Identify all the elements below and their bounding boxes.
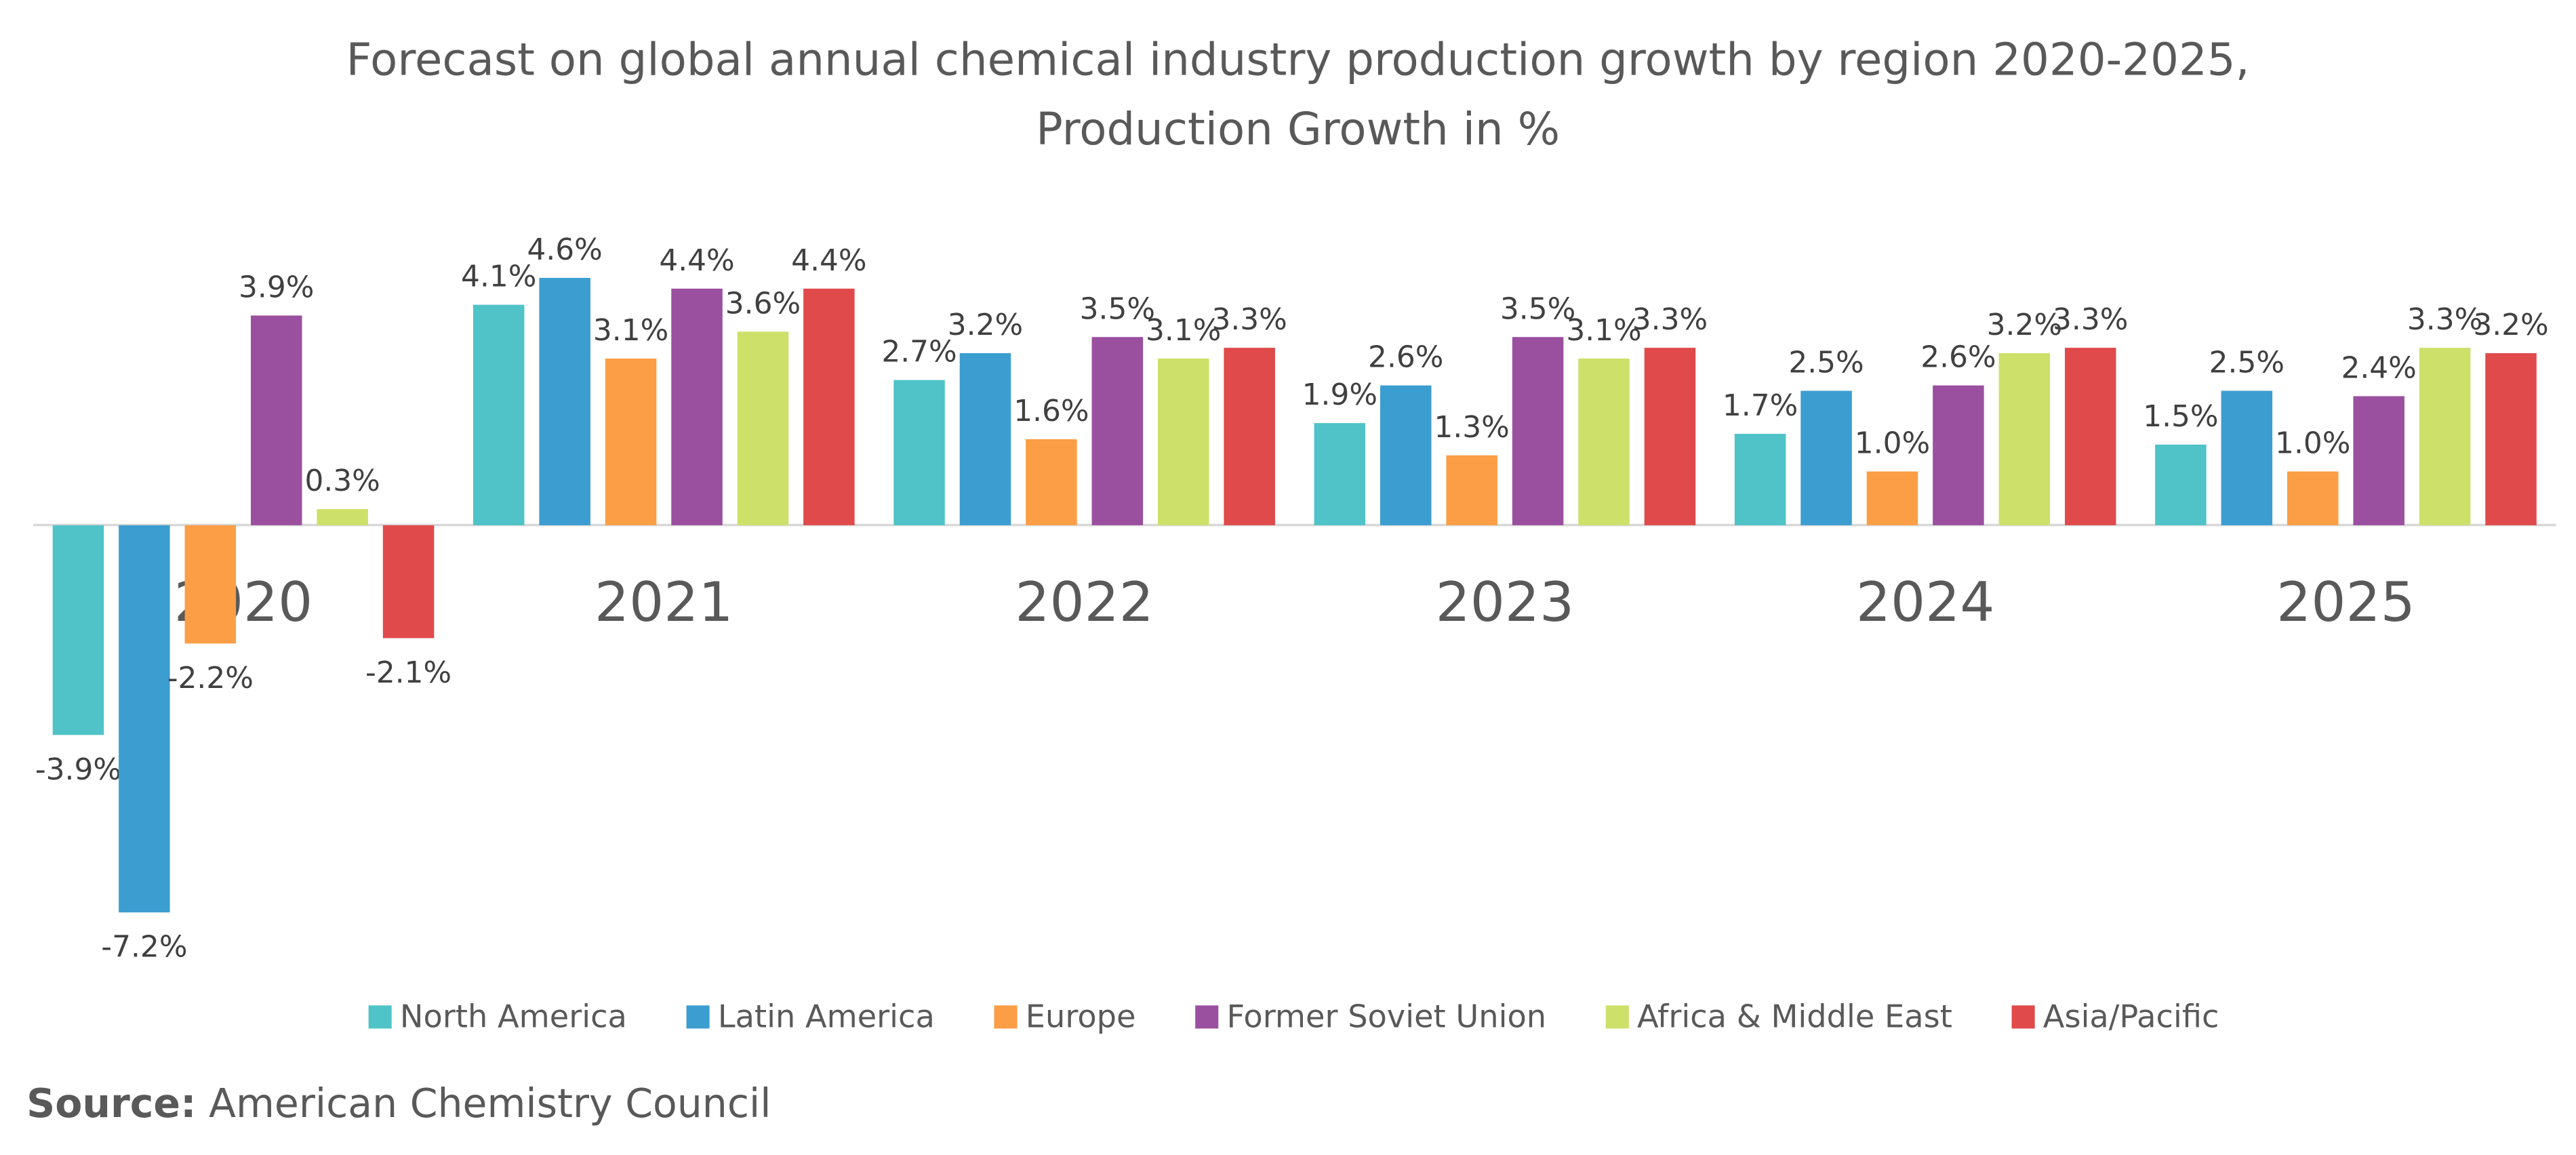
legend-swatch — [1195, 1005, 1219, 1029]
legend-label: Europe — [1026, 998, 1136, 1034]
value-label: 2.5% — [2209, 346, 2285, 380]
bar — [1091, 337, 1144, 525]
legend-label: Africa & Middle East — [1637, 998, 1952, 1034]
bar — [2485, 353, 2537, 525]
bar — [1157, 358, 1209, 525]
source: Source: American Chemistry Council — [26, 1080, 771, 1127]
bar — [959, 353, 1011, 525]
bar — [605, 358, 657, 525]
value-label: 3.2% — [1987, 308, 2062, 342]
value-label: 4.6% — [527, 232, 602, 267]
bar — [1314, 423, 1366, 525]
bar — [1578, 358, 1630, 525]
bar — [250, 315, 302, 525]
bar — [382, 525, 435, 639]
legend-swatch — [686, 1005, 710, 1029]
bar — [1998, 353, 2051, 525]
bar — [737, 331, 789, 525]
bar — [2155, 444, 2207, 525]
value-label: -2.2% — [167, 661, 254, 695]
bar — [184, 525, 237, 644]
x-tick-label: 2021 — [595, 570, 733, 634]
value-label: 3.1% — [593, 313, 668, 348]
legend-label: Asia/Pacific — [2043, 998, 2219, 1034]
bar — [1446, 455, 1497, 525]
value-label: 1.6% — [1013, 394, 1089, 428]
value-label: 3.5% — [1080, 291, 1155, 326]
value-label: 4.4% — [791, 243, 866, 278]
chart-title: Forecast on global annual chemical indus… — [346, 34, 2250, 86]
bar — [1512, 337, 1564, 525]
legend-swatch — [994, 1005, 1018, 1029]
value-label: 3.3% — [2053, 302, 2128, 337]
x-tick-label: 2025 — [2276, 570, 2415, 634]
value-label: 3.1% — [1566, 313, 1641, 348]
legend-label: Former Soviet Union — [1226, 998, 1546, 1034]
bar — [1933, 385, 1984, 525]
value-label: 4.1% — [461, 260, 536, 294]
value-label: 2.5% — [1788, 346, 1864, 380]
source-label: Source: — [26, 1080, 196, 1127]
legend-swatch — [2011, 1005, 2035, 1029]
bar — [893, 380, 945, 525]
value-label: 1.7% — [1723, 388, 1798, 423]
value-label: 1.0% — [1855, 426, 1930, 461]
value-label: 3.1% — [1146, 313, 1221, 348]
bar — [2287, 471, 2339, 525]
bar — [1734, 434, 1786, 525]
bar — [2221, 390, 2273, 525]
legend-swatch — [368, 1005, 392, 1029]
bar — [671, 288, 723, 525]
x-tick-label: 2022 — [1015, 570, 1154, 634]
bar — [1380, 385, 1432, 525]
x-tick-label: 2024 — [1856, 570, 1995, 634]
value-label: 3.5% — [1500, 291, 1575, 326]
value-label: -2.1% — [365, 655, 451, 690]
bar — [2419, 348, 2471, 525]
value-label: 3.9% — [239, 270, 314, 305]
value-label: 1.5% — [2143, 399, 2218, 434]
bar — [1800, 390, 1852, 525]
legend-label: North America — [400, 998, 627, 1034]
bar — [119, 525, 170, 913]
value-label: 2.7% — [881, 335, 957, 369]
bar — [803, 288, 855, 525]
chart-subtitle: Production Growth in % — [1036, 103, 1560, 155]
bar — [472, 304, 525, 525]
value-label: 4.4% — [659, 243, 734, 278]
value-label: 3.3% — [2407, 302, 2482, 337]
bar — [1644, 348, 1696, 525]
bar — [1866, 471, 1918, 525]
value-label: 2.4% — [2341, 351, 2416, 386]
value-label: 2.6% — [1368, 340, 1443, 375]
value-label: -7.2% — [101, 930, 187, 965]
value-label: 3.6% — [725, 286, 801, 321]
bar — [1026, 439, 1077, 525]
value-label: 1.0% — [2275, 426, 2350, 461]
bar — [2353, 396, 2404, 525]
source-text: American Chemistry Council — [209, 1080, 771, 1127]
value-label: 3.3% — [1211, 302, 1287, 337]
value-label: 3.2% — [948, 308, 1023, 342]
value-label: 2.6% — [1920, 340, 1996, 375]
legend-swatch — [1605, 1005, 1629, 1029]
value-label: 1.9% — [1302, 378, 1377, 412]
bar — [1224, 348, 1275, 525]
bar — [539, 277, 590, 525]
value-label: 3.3% — [1632, 302, 1708, 337]
value-label: 1.3% — [1434, 410, 1509, 445]
bar — [2064, 348, 2116, 525]
value-label: -3.9% — [35, 752, 121, 787]
value-label: 3.2% — [2473, 308, 2548, 342]
bar — [52, 525, 104, 735]
legend-label: Latin America — [718, 998, 935, 1034]
value-label: 0.3% — [304, 464, 380, 498]
bar — [317, 509, 368, 525]
x-tick-label: 2023 — [1436, 570, 1575, 634]
